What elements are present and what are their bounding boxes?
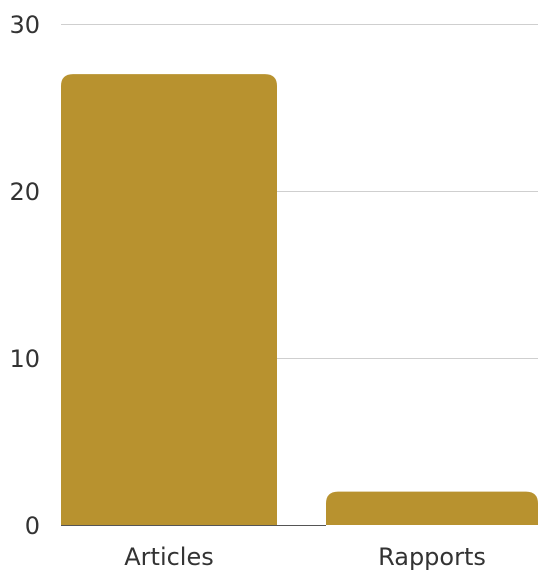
y-tick-label: 10 (9, 345, 40, 373)
y-axis-tick-labels: 0 10 20 30 (9, 11, 40, 540)
y-tick-label: 20 (9, 178, 40, 206)
x-axis-tick-labels: Articles Rapports (124, 543, 486, 571)
x-tick-label-rapports: Rapports (378, 543, 486, 571)
y-tick-label: 30 (9, 11, 40, 39)
bar-articles (61, 74, 277, 525)
x-tick-label-articles: Articles (124, 543, 214, 571)
y-tick-label: 0 (25, 512, 40, 540)
bars (61, 74, 538, 525)
bar-rapports (326, 491, 538, 525)
